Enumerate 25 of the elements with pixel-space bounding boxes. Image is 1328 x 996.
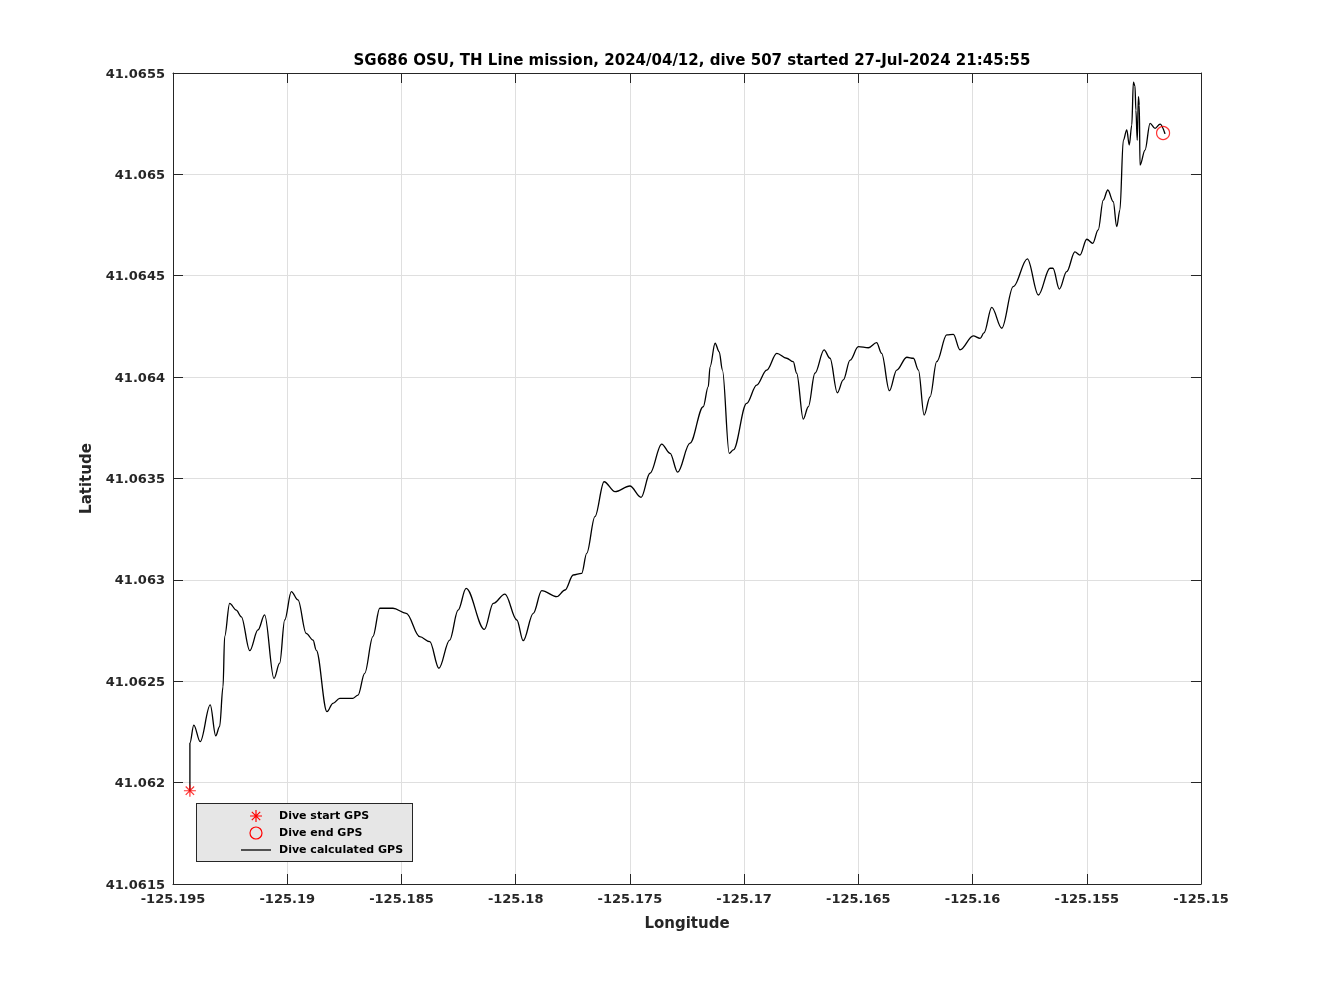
x-axis-title: Longitude — [644, 913, 730, 932]
y-tick-label: 41.0635 — [105, 471, 165, 486]
y-tick-label: 41.062 — [114, 775, 165, 791]
y-tick-label: 41.063 — [114, 572, 165, 588]
y-tick-label: 41.065 — [114, 166, 165, 182]
y-axis-title: Latitude — [76, 443, 95, 514]
y-tick-label: 41.0625 — [105, 673, 165, 689]
legend-label: Dive start GPS — [279, 808, 370, 823]
x-tick-label: -125.195 — [140, 891, 206, 906]
y-tick-label: 41.064 — [114, 369, 165, 385]
x-tick-label: -125.175 — [597, 891, 663, 906]
x-tick-label: -125.17 — [716, 891, 772, 906]
x-tick-label: -125.155 — [1054, 891, 1120, 906]
x-tick-label: -125.19 — [259, 891, 315, 906]
y-tick-label: 41.0645 — [105, 268, 165, 284]
x-tick-label: -125.15 — [1173, 891, 1229, 906]
x-tick-label: -125.16 — [944, 891, 1001, 906]
y-tick-label: 41.0655 — [105, 65, 165, 81]
chart-title: SG686 OSU, TH Line mission, 2024/04/12, dive 507 started 27-Jul-2024 21:45:55 — [353, 50, 1031, 69]
y-tick-label: 41.0615 — [105, 876, 165, 892]
x-tick-label: -125.18 — [487, 891, 544, 906]
legend-label: Dive calculated GPS — [279, 842, 404, 857]
x-tick-label: -125.185 — [369, 891, 434, 906]
legend-label: Dive end GPS — [279, 825, 363, 840]
x-tick-label: -125.165 — [826, 891, 891, 906]
